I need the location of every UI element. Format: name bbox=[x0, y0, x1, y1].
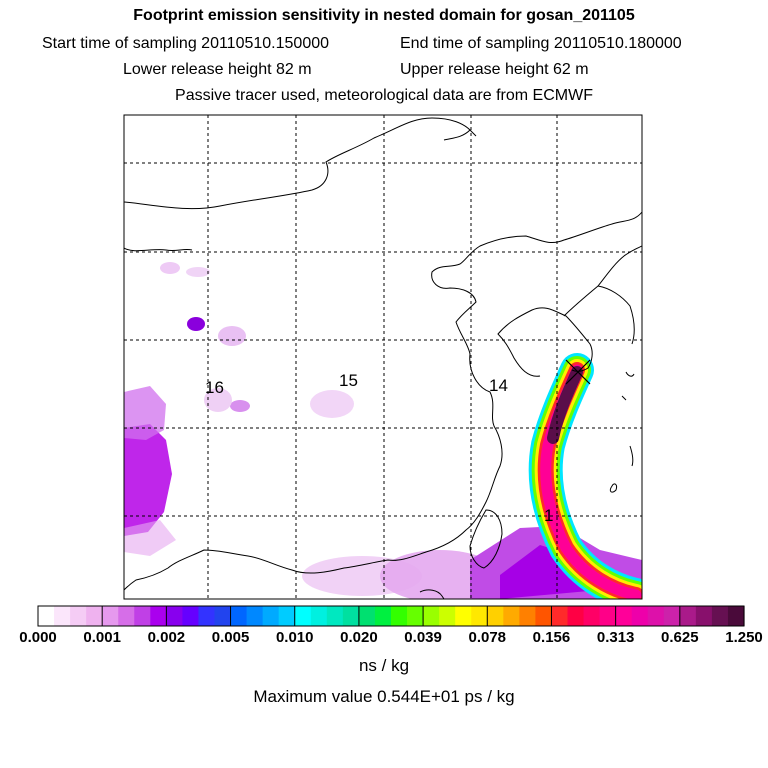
colorbar-cell bbox=[326, 606, 344, 626]
day-label-16: 16 bbox=[205, 378, 224, 397]
colorbar-cell bbox=[583, 606, 601, 626]
colorbar-cell bbox=[599, 606, 617, 626]
colorbar-cell bbox=[182, 606, 200, 626]
colorbar-cell bbox=[230, 606, 248, 626]
end-time-label: End time of sampling 20110510.180000 bbox=[400, 35, 682, 52]
colorbar-cell bbox=[198, 606, 216, 626]
colorbar-cell bbox=[663, 606, 681, 626]
colorbar-cell bbox=[54, 606, 71, 626]
colorbar-cell bbox=[631, 606, 649, 626]
colorbar-tick-label: 0.039 bbox=[404, 629, 442, 646]
colorbar-tick-label: 0.010 bbox=[275, 629, 314, 646]
map-area bbox=[124, 115, 642, 599]
day-label-1: 1 bbox=[544, 506, 553, 525]
colorbar-tick-label: 0.625 bbox=[661, 629, 699, 646]
footprint-plume bbox=[528, 353, 642, 599]
colorbar-tick-label: 0.020 bbox=[340, 629, 378, 646]
colorbar-cell bbox=[647, 606, 665, 626]
colorbar-tick-label: 1.250 bbox=[725, 629, 763, 646]
colorbar-cell bbox=[487, 606, 504, 626]
colorbar-cell bbox=[358, 606, 376, 626]
colorbar-cell bbox=[535, 606, 553, 626]
colorbar bbox=[38, 606, 745, 626]
colorbar-tick-label: 0.005 bbox=[211, 629, 250, 646]
colorbar-cell bbox=[102, 606, 119, 626]
lower-release-label: Lower release height 82 m bbox=[123, 61, 312, 78]
colorbar-cell bbox=[471, 606, 488, 626]
colorbar-cell bbox=[86, 606, 103, 626]
colorbar-cell bbox=[278, 606, 296, 626]
start-time-label: Start time of sampling 20110510.150000 bbox=[42, 35, 330, 52]
colorbar-cell bbox=[262, 606, 280, 626]
colorbar-dividers bbox=[101, 606, 681, 626]
colorbar-cell bbox=[519, 606, 537, 626]
day-label-14: 14 bbox=[489, 376, 508, 395]
colorbar-cell bbox=[439, 606, 456, 626]
colorbar-cell bbox=[615, 606, 633, 626]
colorbar-frame bbox=[37, 605, 745, 627]
colorbar-cell bbox=[310, 606, 328, 626]
colorbar-tick-label: 0.078 bbox=[468, 629, 507, 646]
colorbar-cell bbox=[374, 606, 392, 626]
upper-release-label: Upper release height 62 m bbox=[400, 61, 589, 78]
maximum-value-label: Maximum value 0.544E+01 ps / kg bbox=[253, 687, 515, 706]
colorbar-cell bbox=[407, 606, 424, 626]
colorbar-cell bbox=[166, 606, 184, 626]
colorbar-cell bbox=[214, 606, 232, 626]
colorbar-cell bbox=[567, 606, 585, 626]
colorbar-cell bbox=[294, 606, 312, 626]
colorbar-cell bbox=[423, 606, 440, 626]
colorbar-cell bbox=[695, 606, 713, 626]
day-label-15: 15 bbox=[339, 371, 358, 390]
colorbar-cell bbox=[38, 606, 55, 626]
colorbar-tick-label: 0.002 bbox=[147, 629, 186, 646]
colorbar-cell bbox=[711, 606, 729, 626]
colorbar-cell bbox=[150, 606, 167, 626]
colorbar-cell bbox=[70, 606, 87, 626]
coastlines bbox=[124, 117, 642, 599]
colorbar-tick-label: 0.000 bbox=[19, 629, 57, 646]
colorbar-unit: ns / kg bbox=[358, 656, 410, 675]
colorbar-cell bbox=[134, 606, 151, 626]
colorbar-cell bbox=[503, 606, 520, 626]
colorbar-cell bbox=[679, 606, 697, 626]
x-icon bbox=[565, 359, 591, 385]
colorbar-tick-label: 0.156 bbox=[532, 629, 571, 646]
colorbar-cell bbox=[391, 606, 408, 626]
colorbar-cell bbox=[246, 606, 264, 626]
colorbar-tick-label: 0.313 bbox=[596, 629, 635, 646]
colorbar-cell bbox=[727, 606, 745, 626]
colorbar-cell bbox=[455, 606, 472, 626]
map-frame bbox=[123, 114, 643, 600]
colorbar-cell bbox=[342, 606, 360, 626]
tracer-note: Passive tracer used, meteorological data… bbox=[175, 87, 593, 104]
graticule bbox=[124, 115, 642, 599]
colorbar-tick-label: 0.001 bbox=[83, 629, 121, 646]
figure-title: Footprint emission sensitivity in nested… bbox=[133, 7, 635, 24]
colorbar-cell bbox=[551, 606, 569, 626]
colorbar-cell bbox=[118, 606, 135, 626]
